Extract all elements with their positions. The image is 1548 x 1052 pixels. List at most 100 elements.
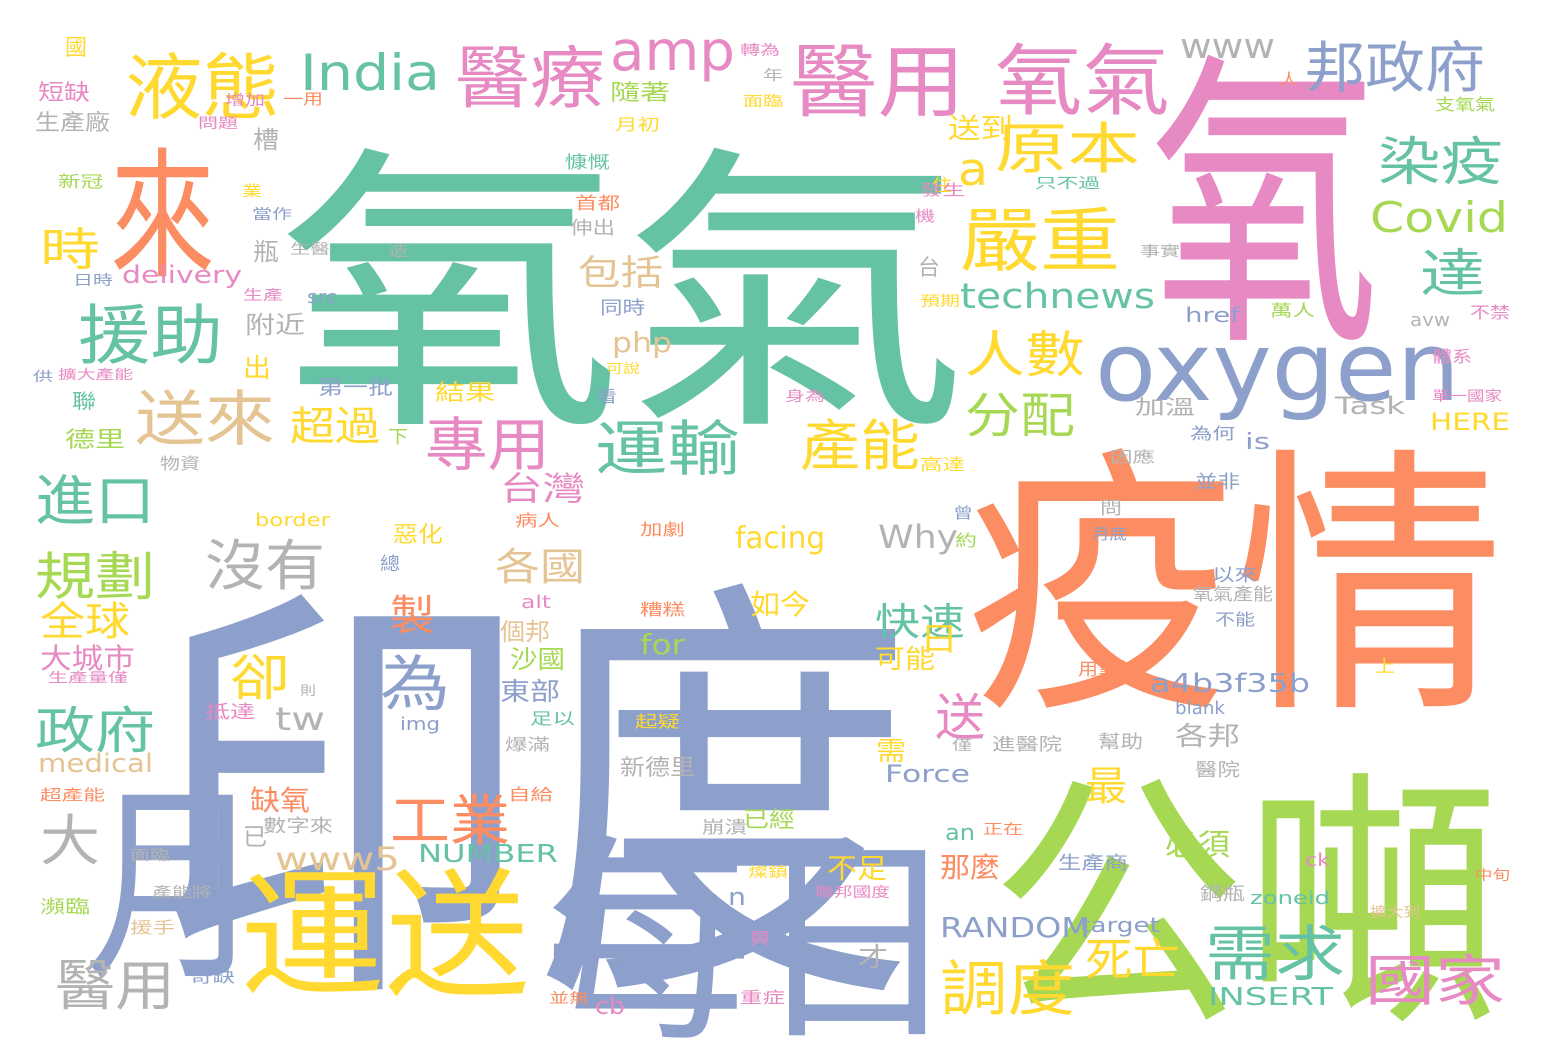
cloud-word: 進醫院 bbox=[992, 735, 1062, 755]
cloud-word: 送來 bbox=[135, 385, 275, 455]
cloud-word: 事實 bbox=[1140, 243, 1180, 260]
cloud-word: 死亡 bbox=[1085, 933, 1180, 986]
cloud-word: 幫助 bbox=[1098, 732, 1143, 753]
cloud-word: www5 bbox=[275, 840, 400, 878]
cloud-word: 單一國家 bbox=[1432, 388, 1502, 405]
cloud-word: 月底 bbox=[1092, 525, 1127, 543]
cloud-word: 不能 bbox=[1215, 610, 1255, 629]
cloud-word: 可能 bbox=[875, 645, 935, 675]
cloud-word: 聯邦國度 bbox=[815, 885, 890, 901]
cloud-word: 政府 bbox=[35, 702, 155, 760]
cloud-word: 分配 bbox=[965, 388, 1075, 444]
cloud-word: 不禁 bbox=[1470, 303, 1510, 322]
cloud-word: India bbox=[300, 44, 440, 102]
cloud-word: 國 bbox=[65, 36, 87, 61]
cloud-word: tw bbox=[275, 700, 325, 738]
cloud-word: 快速 bbox=[875, 600, 965, 644]
cloud-word: 德里 bbox=[65, 428, 125, 453]
cloud-word: avw bbox=[1410, 310, 1450, 331]
cloud-word: 日時 bbox=[73, 273, 113, 289]
cloud-word: 病人 bbox=[515, 511, 560, 530]
cloud-word: Force bbox=[885, 760, 970, 788]
cloud-word: 援助 bbox=[78, 299, 223, 374]
cloud-word: a4b3f35b bbox=[1150, 669, 1310, 699]
cloud-word: 起疑 bbox=[635, 712, 680, 731]
cloud-word: HERE bbox=[1430, 408, 1510, 436]
cloud-word: 那麼 bbox=[940, 851, 1000, 884]
cloud-word: 缺氧 bbox=[250, 784, 310, 817]
cloud-word: 數字來 bbox=[263, 816, 333, 837]
cloud-word: 送 bbox=[935, 689, 985, 747]
cloud-word: 聯 bbox=[72, 389, 96, 413]
cloud-word: 業 bbox=[242, 182, 262, 200]
cloud-word: RANDOM bbox=[940, 911, 1090, 944]
cloud-word: 短缺 bbox=[38, 81, 90, 106]
cloud-word: 面臨 bbox=[130, 848, 170, 864]
cloud-word: 援手 bbox=[130, 918, 175, 937]
cloud-word: 工業 bbox=[390, 789, 510, 853]
cloud-word: 物資 bbox=[160, 454, 200, 473]
cloud-word: 產能 bbox=[800, 414, 920, 478]
cloud-word: 面臨 bbox=[743, 94, 783, 110]
cloud-word: alt bbox=[521, 592, 551, 613]
cloud-word: 產能將 bbox=[152, 884, 212, 901]
cloud-word: 正在 bbox=[983, 822, 1023, 838]
cloud-word: php bbox=[612, 326, 672, 359]
cloud-word: 只不過 bbox=[1035, 176, 1100, 192]
cloud-word: Why bbox=[878, 518, 958, 556]
cloud-word: 生產商 bbox=[1058, 853, 1128, 874]
cloud-word: 需求 bbox=[1205, 920, 1345, 990]
cloud-word: 奇缺 bbox=[190, 967, 235, 986]
cloud-word: 製 bbox=[390, 591, 435, 640]
cloud-word: 出 bbox=[243, 354, 271, 384]
cloud-word: 生醫 bbox=[290, 242, 330, 258]
cloud-word: 可說 bbox=[606, 361, 640, 377]
cloud-word: 疫情 bbox=[965, 426, 1505, 752]
cloud-word: 已經 bbox=[743, 808, 795, 833]
cloud-word: 每日 bbox=[545, 816, 960, 1052]
cloud-word: 各邦 bbox=[1175, 722, 1240, 752]
cloud-word: 身為 bbox=[785, 389, 825, 405]
cloud-word: 沒有 bbox=[205, 534, 325, 598]
cloud-word: 來 bbox=[110, 136, 215, 299]
cloud-word: 同時 bbox=[600, 298, 645, 319]
cloud-word: 支氧氣 bbox=[1435, 95, 1495, 114]
cloud-word: 必須 bbox=[1165, 828, 1230, 863]
cloud-word: 並無 bbox=[549, 991, 589, 1007]
cloud-word: ck bbox=[1305, 850, 1331, 871]
cloud-word: 新德里 bbox=[620, 756, 695, 781]
cloud-word: 轉為 bbox=[740, 43, 780, 59]
cloud-word: 供 bbox=[33, 370, 53, 385]
cloud-word: 氧 bbox=[1150, 28, 1380, 389]
cloud-word: src bbox=[307, 287, 337, 308]
cloud-word: 年 bbox=[763, 68, 783, 84]
cloud-word: a bbox=[958, 143, 988, 196]
cloud-word: 專用 bbox=[425, 411, 550, 479]
cloud-word: 進口 bbox=[35, 469, 155, 533]
cloud-word: 日 bbox=[920, 620, 958, 658]
cloud-word: 生產量僅 bbox=[48, 670, 128, 686]
cloud-word: 一用 bbox=[283, 90, 323, 108]
cloud-word: 因應 bbox=[1110, 448, 1155, 466]
cloud-word: 自給 bbox=[508, 785, 553, 804]
cloud-word: border bbox=[255, 510, 331, 531]
cloud-word: 公噸 bbox=[990, 749, 1500, 1052]
cloud-word: 則 bbox=[300, 684, 316, 699]
cloud-word: 國家 bbox=[1365, 949, 1505, 1013]
cloud-word: 醫院 bbox=[1195, 760, 1240, 781]
cloud-word: 邦政府 bbox=[1305, 36, 1485, 100]
cloud-word: 慷慨 bbox=[565, 152, 610, 173]
cloud-word: 高達 bbox=[920, 455, 965, 474]
cloud-word: 達 bbox=[1420, 245, 1485, 305]
cloud-word: 問 bbox=[1100, 499, 1122, 519]
cloud-word: an bbox=[945, 821, 975, 846]
cloud-word: 並非 bbox=[1195, 472, 1240, 493]
cloud-word: 超過 bbox=[290, 404, 380, 450]
cloud-word: 規劃 bbox=[35, 548, 155, 608]
cloud-word: 隨著 bbox=[610, 81, 670, 106]
cloud-word: www bbox=[1180, 27, 1275, 67]
cloud-word: 崩潰 bbox=[702, 818, 747, 838]
cloud-word: blank bbox=[1175, 698, 1226, 719]
cloud-word: 體系 bbox=[1432, 347, 1472, 366]
